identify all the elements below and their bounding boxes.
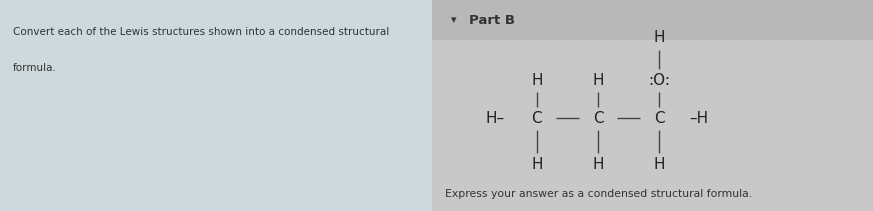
Text: H: H xyxy=(531,157,543,172)
Text: H–: H– xyxy=(485,111,505,126)
Text: H: H xyxy=(592,157,604,172)
Text: ▾: ▾ xyxy=(451,15,457,25)
Text: H: H xyxy=(653,30,665,46)
Text: Convert each of the Lewis structures shown into a condensed structural: Convert each of the Lewis structures sho… xyxy=(13,27,389,37)
Text: :O:: :O: xyxy=(648,73,670,88)
Text: C: C xyxy=(532,111,542,126)
Text: –H: –H xyxy=(690,111,709,126)
Text: Part B: Part B xyxy=(469,14,515,27)
Text: H: H xyxy=(592,73,604,88)
Bar xyxy=(432,0,873,211)
Text: H: H xyxy=(531,73,543,88)
Text: H: H xyxy=(653,157,665,172)
Text: Express your answer as a condensed structural formula.: Express your answer as a condensed struc… xyxy=(445,189,753,199)
Bar xyxy=(0,0,432,211)
Bar xyxy=(432,0,873,40)
Text: C: C xyxy=(654,111,664,126)
Text: formula.: formula. xyxy=(13,63,57,73)
Text: C: C xyxy=(593,111,603,126)
